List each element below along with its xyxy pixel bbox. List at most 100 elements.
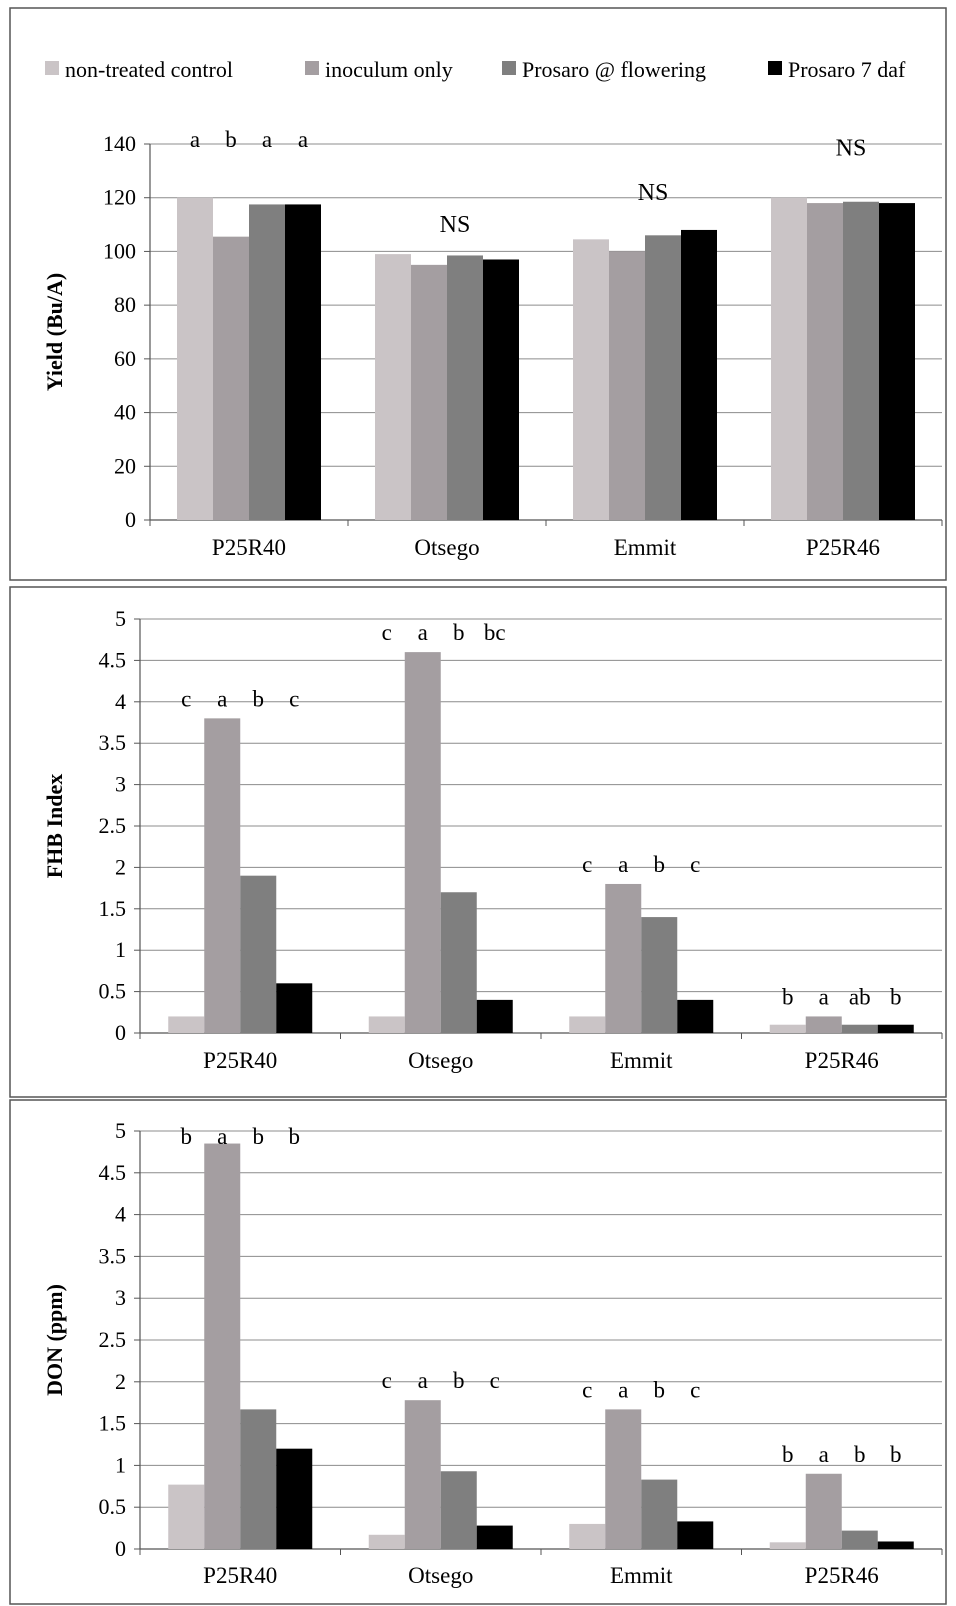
y-axis-title: FHB Index (42, 774, 67, 879)
bar-prosaro-7-daf (285, 204, 321, 520)
bar-prosaro-flowering (249, 204, 285, 520)
bar-inoculum-only (204, 1143, 241, 1549)
bar-prosaro-7-daf (483, 259, 519, 520)
bar-inoculum-only (605, 1409, 642, 1549)
y-tick-label: 1 (115, 1452, 126, 1477)
significance-label: b (289, 1124, 301, 1149)
y-tick-label: 4.5 (99, 1160, 127, 1185)
x-tick-label: Otsego (414, 535, 479, 560)
bar-inoculum-only (609, 251, 645, 520)
significance-label: a (262, 127, 272, 152)
y-tick-label: 0 (125, 507, 136, 532)
bar-prosaro-7-daf (476, 1525, 513, 1549)
significance-label: a (418, 620, 428, 645)
significance-label: b (890, 1442, 902, 1467)
significance-label: b (181, 1124, 193, 1149)
x-tick-label: P25R40 (212, 535, 286, 560)
y-tick-label: 100 (103, 238, 136, 263)
y-tick-label: 3.5 (99, 1243, 127, 1268)
x-tick-label: P25R40 (203, 1048, 277, 1073)
significance-label: ab (849, 984, 871, 1009)
significance-label: a (217, 686, 227, 711)
significance-label: a (190, 127, 200, 152)
legend: non-treated control inoculum only Prosaro … (45, 57, 906, 82)
significance-label: a (418, 1368, 428, 1393)
significance-label: b (253, 686, 265, 711)
bar-non-treated-control (168, 1484, 205, 1549)
y-axis-title: DON (ppm) (42, 1284, 67, 1396)
bar-inoculum-only (404, 1400, 441, 1549)
x-tick-label: Emmit (610, 1048, 673, 1073)
significance-label: b (654, 1377, 666, 1402)
y-tick-label: 1 (115, 937, 126, 962)
significance-label: b (654, 852, 666, 877)
y-tick-label: 2.5 (99, 813, 127, 838)
significance-label: a (217, 1124, 227, 1149)
bar-prosaro-flowering (645, 235, 681, 521)
bar-non-treated-control (368, 1534, 405, 1549)
legend-swatch-2 (502, 61, 516, 75)
x-tick-label: P25R40 (203, 1563, 277, 1588)
y-tick-label: 60 (114, 346, 136, 371)
bar-inoculum-only (805, 1473, 842, 1549)
bar-prosaro-7-daf (681, 229, 717, 520)
bar-prosaro-flowering (843, 201, 879, 520)
significance-label: b (453, 620, 465, 645)
significance-label: b (782, 984, 794, 1009)
significance-label: bc (484, 620, 506, 645)
significance-label: a (618, 852, 628, 877)
bar-prosaro-flowering (440, 892, 477, 1033)
x-tick-label: Otsego (408, 1048, 473, 1073)
significance-label: c (490, 1368, 500, 1393)
ns-label: NS (836, 136, 867, 162)
bar-prosaro-flowering (641, 1479, 678, 1549)
bar-inoculum-only (805, 1016, 842, 1033)
bar-inoculum-only (807, 203, 843, 521)
bar-inoculum-only (204, 718, 241, 1033)
significance-label: c (382, 1368, 392, 1393)
bar-prosaro-flowering (440, 1471, 477, 1549)
bar-prosaro-7-daf (677, 999, 714, 1033)
y-tick-label: 1.5 (99, 896, 127, 921)
bar-inoculum-only (605, 883, 642, 1033)
significance-label: a (819, 984, 829, 1009)
bar-non-treated-control (573, 239, 609, 521)
bar-prosaro-7-daf (276, 1448, 313, 1549)
ns-label: NS (638, 180, 669, 206)
y-tick-label: 4 (115, 689, 126, 714)
legend-label-0: non-treated control (65, 57, 233, 82)
significance-label: b (453, 1368, 465, 1393)
bar-non-treated-control (168, 1016, 205, 1033)
x-tick-label: P25R46 (805, 1563, 879, 1588)
panel-frame-0 (9, 7, 947, 581)
y-tick-label: 1.5 (99, 1411, 127, 1436)
bar-inoculum-only (404, 652, 441, 1033)
bar-prosaro-7-daf (877, 1541, 914, 1549)
y-tick-label: 0.5 (99, 1494, 127, 1519)
x-tick-label: P25R46 (805, 1048, 879, 1073)
significance-label: c (289, 686, 299, 711)
panel-frame-2 (9, 1099, 947, 1605)
bar-prosaro-flowering (841, 1024, 878, 1033)
bar-prosaro-7-daf (476, 999, 513, 1033)
y-tick-label: 0 (115, 1536, 126, 1561)
legend-swatch-1 (305, 61, 319, 75)
significance-label: b (890, 984, 902, 1009)
y-tick-label: 40 (114, 400, 136, 425)
significance-label: c (582, 852, 592, 877)
bar-non-treated-control (569, 1523, 606, 1549)
x-tick-label: P25R46 (806, 535, 880, 560)
legend-label-1: inoculum only (325, 57, 453, 82)
bar-non-treated-control (769, 1024, 806, 1033)
bar-prosaro-flowering (841, 1530, 878, 1549)
bar-prosaro-7-daf (677, 1521, 714, 1549)
bar-non-treated-control (771, 197, 807, 520)
bar-prosaro-flowering (240, 875, 277, 1033)
significance-label: c (382, 620, 392, 645)
x-tick-label: Otsego (408, 1563, 473, 1588)
bar-non-treated-control (368, 1016, 405, 1033)
y-tick-label: 4 (115, 1202, 126, 1227)
y-tick-label: 0.5 (99, 979, 127, 1004)
